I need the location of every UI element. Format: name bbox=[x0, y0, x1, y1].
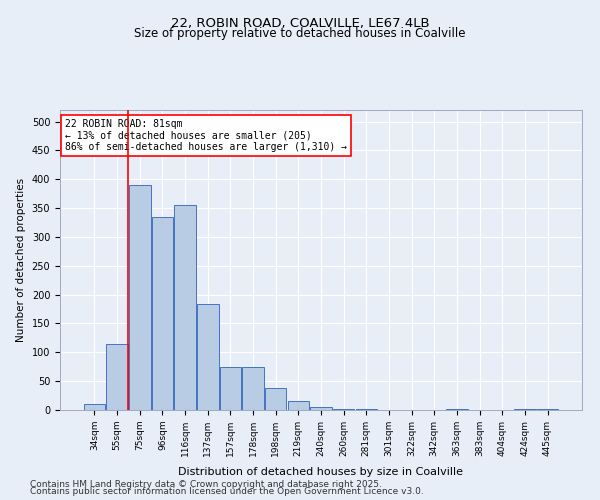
Bar bbox=[175, 205, 196, 410]
Text: Contains public sector information licensed under the Open Government Licence v3: Contains public sector information licen… bbox=[30, 488, 424, 496]
Bar bbox=[265, 388, 286, 410]
Bar bbox=[152, 216, 173, 410]
Y-axis label: Number of detached properties: Number of detached properties bbox=[16, 178, 26, 342]
Bar bbox=[129, 185, 151, 410]
Bar bbox=[220, 366, 241, 410]
Text: 22 ROBIN ROAD: 81sqm
← 13% of detached houses are smaller (205)
86% of semi-deta: 22 ROBIN ROAD: 81sqm ← 13% of detached h… bbox=[65, 119, 347, 152]
Text: 22, ROBIN ROAD, COALVILLE, LE67 4LB: 22, ROBIN ROAD, COALVILLE, LE67 4LB bbox=[170, 18, 430, 30]
Text: Size of property relative to detached houses in Coalville: Size of property relative to detached ho… bbox=[134, 28, 466, 40]
Bar bbox=[242, 366, 264, 410]
Bar bbox=[287, 402, 309, 410]
X-axis label: Distribution of detached houses by size in Coalville: Distribution of detached houses by size … bbox=[179, 467, 464, 477]
Bar bbox=[333, 409, 355, 410]
Bar bbox=[310, 407, 332, 410]
Bar bbox=[197, 304, 218, 410]
Bar bbox=[514, 409, 536, 410]
Bar bbox=[446, 409, 467, 410]
Bar bbox=[106, 344, 128, 410]
Bar bbox=[84, 404, 105, 410]
Text: Contains HM Land Registry data © Crown copyright and database right 2025.: Contains HM Land Registry data © Crown c… bbox=[30, 480, 382, 489]
